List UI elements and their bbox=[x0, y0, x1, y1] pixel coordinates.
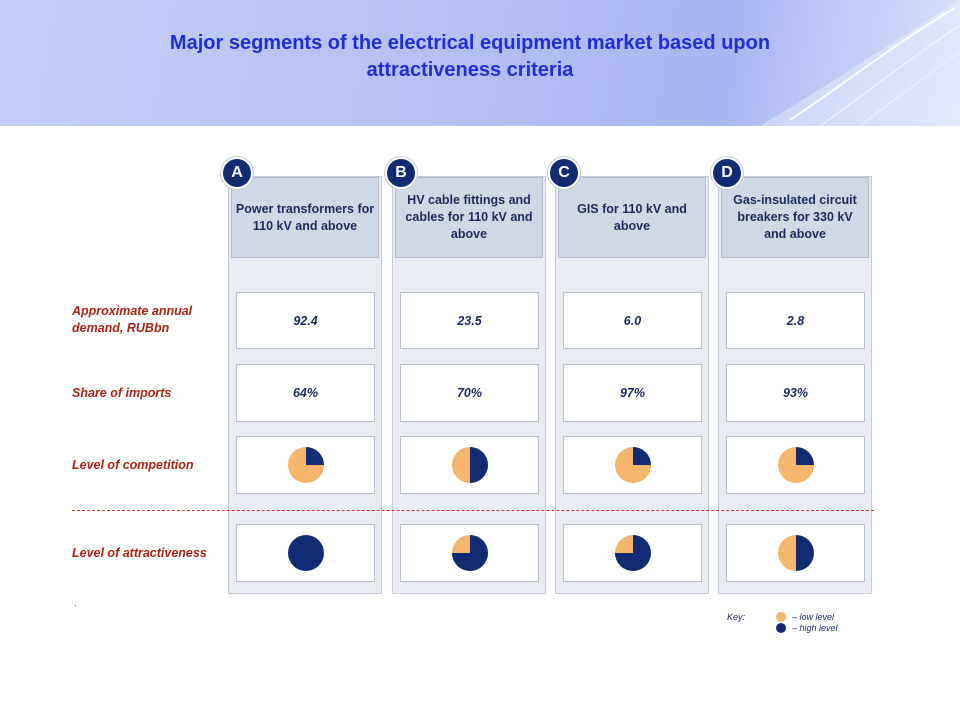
column-d-attractiveness-pie-high-slice bbox=[795, 535, 814, 571]
column-d-header: Gas-insulated circuit breakers for 330 k… bbox=[721, 177, 869, 258]
column-a-demand-value: 92.4 bbox=[293, 313, 318, 328]
column-b-imports-value: 70% bbox=[456, 386, 483, 400]
decorative-swoosh bbox=[760, 0, 960, 126]
column-b-badge: B bbox=[385, 157, 417, 189]
column-a-imports-cell: 64% bbox=[236, 364, 375, 422]
column-a-imports-value: 64% bbox=[292, 386, 319, 400]
column-b-competition-pie-high-slice bbox=[469, 447, 488, 483]
column-c-competition-pie bbox=[614, 447, 651, 483]
column-a-competition-cell bbox=[236, 436, 375, 494]
column-a-attractiveness-pie bbox=[287, 535, 324, 571]
column-d-attractiveness-cell bbox=[726, 524, 865, 582]
column-c-demand-cell: 6.0 bbox=[563, 292, 702, 349]
column-c-imports-value: 97% bbox=[619, 386, 646, 400]
column-d-demand-value: 2.8 bbox=[786, 313, 805, 328]
column-a-header: Power transformers for 110 kV and above bbox=[231, 177, 379, 258]
column-d-competition-pie bbox=[777, 447, 814, 483]
column-a-competition-pie bbox=[287, 447, 324, 483]
row-label-demand: Approximate annual demand, RUBbn bbox=[72, 304, 193, 335]
column-b-competition-pie bbox=[451, 447, 488, 483]
column-d-competition-pie-high-slice bbox=[795, 447, 814, 465]
column-d-demand-cell: 2.8 bbox=[726, 292, 865, 349]
column-d-imports-cell: 93% bbox=[726, 364, 865, 422]
section-divider bbox=[72, 510, 874, 511]
column-d-attractiveness-pie bbox=[777, 535, 814, 571]
column-c-attractiveness-cell bbox=[563, 524, 702, 582]
legend-key-label: Key: bbox=[727, 612, 746, 622]
column-b-imports-cell: 70% bbox=[400, 364, 539, 422]
header-banner bbox=[0, 0, 960, 126]
column-c-competition-cell bbox=[563, 436, 702, 494]
column-b-demand-value: 23.5 bbox=[457, 313, 482, 328]
legend-high-label: – high level bbox=[792, 623, 838, 633]
column-c-header: GIS for 110 kV and above bbox=[558, 177, 706, 258]
column-d-imports-value: 93% bbox=[782, 386, 809, 400]
column-c-attractiveness-pie bbox=[614, 535, 651, 571]
column-d-competition-cell bbox=[726, 436, 865, 494]
column-c-badge: C bbox=[548, 157, 580, 189]
column-b-attractiveness-cell bbox=[400, 524, 539, 582]
column-a-attractiveness-cell bbox=[236, 524, 375, 582]
column-a-attractiveness-pie-high-slice bbox=[287, 535, 324, 571]
column-a-demand-cell: 92.4 bbox=[236, 292, 375, 349]
row-label-imports: Share of imports bbox=[72, 386, 172, 400]
column-b-attractiveness-pie-high-slice bbox=[451, 535, 488, 571]
column-a-badge: A bbox=[221, 157, 253, 189]
row-label-competition: Level of competition bbox=[72, 458, 194, 472]
column-c-demand-value: 6.0 bbox=[623, 313, 642, 328]
legend-low-swatch bbox=[776, 612, 786, 622]
column-c-competition-pie-high-slice bbox=[632, 447, 651, 465]
column-b-header: HV cable fittings and cables for 110 kV … bbox=[395, 177, 543, 258]
column-d-badge: D bbox=[711, 157, 743, 189]
column-c-attractiveness-pie-high-slice bbox=[614, 535, 651, 571]
row-label-attractiveness: Level of attractiveness bbox=[72, 546, 207, 560]
legend-low-label: – low level bbox=[792, 612, 835, 622]
column-b-attractiveness-pie bbox=[451, 535, 488, 571]
column-a-competition-pie-high-slice bbox=[305, 447, 324, 465]
column-b-competition-cell bbox=[400, 436, 539, 494]
column-c-imports-cell: 97% bbox=[563, 364, 702, 422]
column-b-demand-cell: 23.5 bbox=[400, 292, 539, 349]
legend-high-swatch bbox=[776, 623, 786, 633]
footnote: . bbox=[74, 598, 77, 609]
page-title: Major segments of the electrical equipme… bbox=[169, 32, 771, 81]
